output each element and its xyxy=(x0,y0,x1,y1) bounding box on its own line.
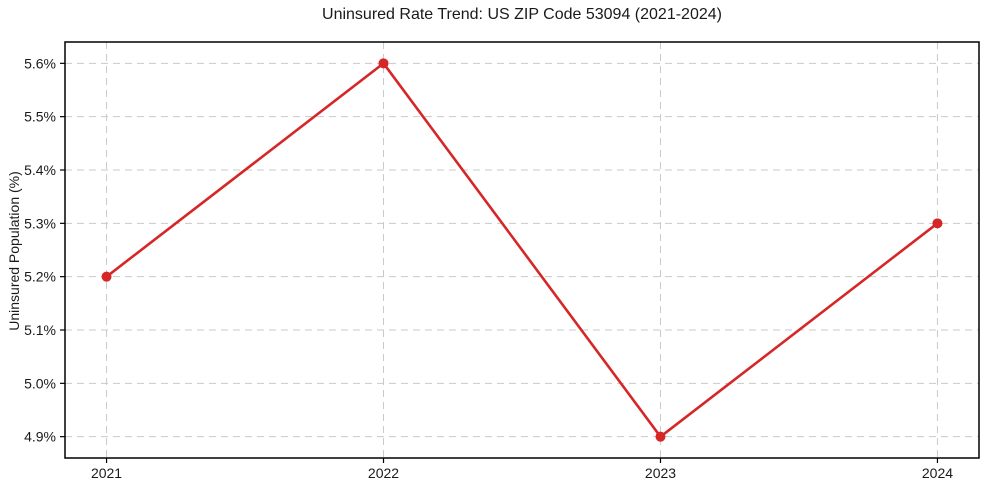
chart-title: Uninsured Rate Trend: US ZIP Code 53094 … xyxy=(322,6,722,23)
y-tick-label: 5.3% xyxy=(24,215,56,231)
x-tick-label: 2021 xyxy=(91,465,122,481)
data-point xyxy=(101,271,112,282)
x-tick-label: 2024 xyxy=(922,465,953,481)
x-tick-label: 2022 xyxy=(368,465,399,481)
y-tick-label: 5.4% xyxy=(24,162,56,178)
y-tick-label: 5.6% xyxy=(24,55,56,71)
y-tick-label: 5.2% xyxy=(24,269,56,285)
data-line xyxy=(105,62,939,438)
plot-border xyxy=(64,41,980,459)
data-point xyxy=(655,431,666,442)
data-point xyxy=(378,58,389,69)
y-tick-label: 5.5% xyxy=(24,109,56,125)
data-point xyxy=(932,218,943,229)
y-tick-label: 4.9% xyxy=(24,429,56,445)
y-tick-label: 5.0% xyxy=(24,375,56,391)
x-tick-label: 2023 xyxy=(645,465,676,481)
y-tick-label: 5.1% xyxy=(24,322,56,338)
